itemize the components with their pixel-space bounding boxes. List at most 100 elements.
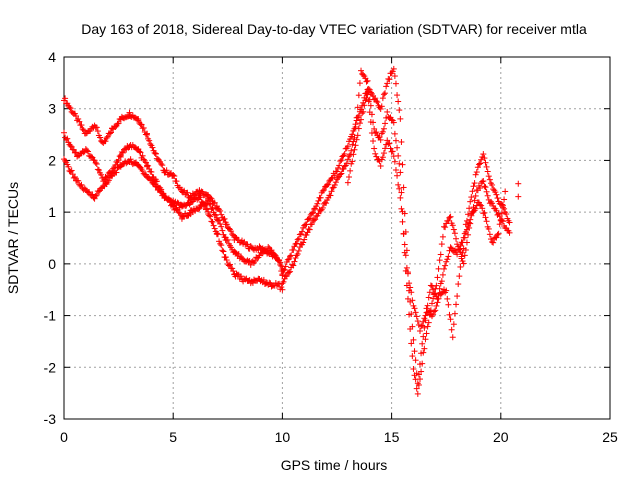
data-point: [431, 308, 438, 315]
data-point: [308, 210, 315, 217]
data-point: [319, 204, 326, 211]
data-point: [208, 218, 215, 225]
data-point: [73, 149, 80, 156]
data-point: [460, 260, 467, 267]
plot-area-frame: [63, 56, 611, 420]
data-point: [237, 273, 244, 280]
data-point: [420, 318, 427, 325]
data-point: [62, 157, 69, 164]
data-point: [143, 162, 150, 169]
data-point: [412, 309, 419, 316]
data-point: [198, 198, 205, 205]
data-point: [450, 321, 457, 328]
data-point: [280, 278, 287, 285]
data-point: [401, 249, 408, 256]
data-point: [335, 174, 342, 181]
data-point: [453, 301, 460, 308]
data-point: [376, 134, 383, 141]
data-point: [85, 148, 92, 155]
data-point: [355, 125, 362, 132]
data-point: [454, 293, 461, 300]
data-point: [279, 286, 286, 293]
data-point: [276, 280, 283, 287]
data-point: [390, 153, 397, 160]
data-point: [379, 95, 386, 102]
data-point: [489, 200, 496, 207]
data-point: [71, 173, 78, 180]
data-point: [470, 208, 477, 215]
data-point: [494, 231, 501, 238]
data-point: [377, 136, 384, 143]
data-point: [479, 178, 486, 185]
data-point: [226, 261, 233, 268]
data-point: [395, 98, 402, 105]
data-point: [489, 181, 496, 188]
data-point: [93, 191, 100, 198]
data-point: [299, 228, 306, 235]
data-point: [478, 202, 485, 209]
data-point: [406, 280, 413, 287]
data-point: [391, 73, 398, 80]
data-point: [260, 276, 267, 283]
data-point: [473, 169, 480, 176]
data-point: [408, 340, 415, 347]
data-point: [414, 390, 421, 397]
data-point: [411, 348, 418, 355]
data-point: [498, 210, 505, 217]
data-point: [384, 80, 391, 87]
data-point: [496, 213, 503, 220]
data-point: [98, 171, 105, 178]
data-point: [481, 183, 488, 190]
data-point: [420, 349, 427, 356]
data-point: [392, 137, 399, 144]
data-point: [220, 248, 227, 255]
data-point: [372, 150, 379, 157]
data-point: [138, 121, 145, 128]
data-point: [402, 252, 409, 259]
data-point: [433, 302, 440, 309]
data-point: [102, 138, 109, 145]
y-tick-label: 2: [48, 152, 56, 168]
data-point: [290, 246, 297, 253]
data-point: [151, 149, 158, 156]
data-point: [425, 319, 432, 326]
data-point: [461, 234, 468, 241]
data-point: [217, 240, 224, 247]
data-point: [217, 207, 224, 214]
data-point: [496, 221, 503, 228]
data-point: [383, 83, 390, 90]
data-point: [356, 80, 363, 87]
data-point: [349, 141, 356, 148]
data-point: [394, 92, 401, 99]
data-point: [340, 165, 347, 172]
data-point: [410, 336, 417, 343]
data-point: [444, 295, 451, 302]
data-point: [398, 189, 405, 196]
data-point: [148, 168, 155, 175]
data-point: [490, 239, 497, 246]
data-point: [456, 273, 463, 280]
data-point: [423, 305, 430, 312]
data-point: [382, 90, 389, 97]
data-point: [152, 150, 159, 157]
data-point: [441, 265, 448, 272]
y-tick-label: 3: [48, 101, 56, 117]
data-point: [92, 159, 99, 166]
data-point: [442, 224, 449, 231]
data-point: [438, 241, 445, 248]
data-point: [214, 231, 221, 238]
data-point: [422, 312, 429, 319]
data-point: [208, 206, 215, 213]
data-point: [344, 143, 351, 150]
data-point: [477, 201, 484, 208]
data-point: [65, 163, 72, 170]
data-point: [346, 153, 353, 160]
outlier-point: [515, 180, 522, 187]
data-point: [317, 194, 324, 201]
data-point: [477, 185, 484, 192]
data-point: [300, 239, 307, 246]
data-point: [89, 191, 96, 198]
data-point: [352, 123, 359, 130]
data-point: [315, 197, 322, 204]
data-point: [347, 151, 354, 158]
